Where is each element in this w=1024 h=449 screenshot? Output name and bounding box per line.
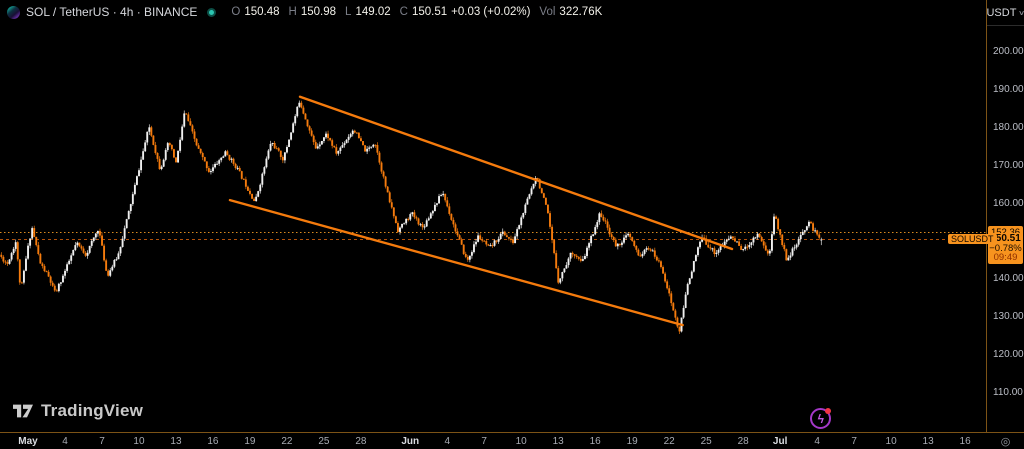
time-tick: 10 bbox=[515, 436, 527, 447]
price-tick: 200.00 bbox=[993, 46, 1024, 57]
time-tick: 16 bbox=[207, 436, 219, 447]
price-axis-border bbox=[986, 0, 987, 449]
chevron-down-icon: ∨ bbox=[1018, 9, 1024, 17]
price-tick: 190.00 bbox=[993, 83, 1024, 95]
time-tick: 19 bbox=[244, 436, 256, 447]
flash-event-marker[interactable]: ϟ bbox=[810, 408, 832, 429]
last-price-box: 150.51 −0.78% 09:49 bbox=[988, 232, 1023, 264]
time-tick: 22 bbox=[663, 436, 675, 447]
time-axis[interactable]: May 4 7 10 13 16 19 22 25 28 Jun 4 7 10 13 16 19 22 25 28 Ju… bbox=[0, 433, 987, 449]
notification-dot bbox=[825, 408, 832, 414]
low-label: L bbox=[345, 6, 352, 18]
time-tick: 4 bbox=[62, 436, 68, 447]
high-value: 150.98 bbox=[300, 6, 337, 18]
symbol-price-label: SOLUSDT bbox=[948, 234, 997, 245]
time-tick: 25 bbox=[700, 436, 712, 447]
target-icon: ◎ bbox=[1000, 435, 1011, 448]
time-tick: 13 bbox=[552, 436, 564, 447]
time-tick: 7 bbox=[481, 436, 487, 447]
change-value: +0.03 (+0.02%) bbox=[451, 6, 531, 18]
close-value: 150.51 bbox=[411, 6, 448, 18]
price-tick: 170.00 bbox=[993, 159, 1024, 171]
market-status-icon[interactable] bbox=[207, 7, 217, 17]
change-percent: −0.78% bbox=[989, 242, 1022, 254]
goto-realtime-button[interactable]: ◎ bbox=[987, 433, 1024, 449]
time-tick: 16 bbox=[589, 436, 601, 447]
time-tick: 13 bbox=[170, 436, 182, 447]
solana-token-icon bbox=[7, 5, 20, 19]
tradingview-watermark: TradingView bbox=[12, 401, 143, 421]
price-tick: 110.00 bbox=[993, 386, 1023, 398]
close-label: C bbox=[399, 6, 408, 18]
time-tick: 10 bbox=[885, 436, 897, 447]
price-axis[interactable]: USDT ∨ 152.36 150.51 −0.78% 09:49 200.00… bbox=[986, 0, 1024, 432]
price-tick: 180.00 bbox=[993, 121, 1024, 133]
time-tick: 10 bbox=[133, 436, 145, 447]
volume-value: 322.76K bbox=[559, 6, 603, 18]
last-price: 150.51 bbox=[990, 232, 1021, 244]
price-tick: 120.00 bbox=[993, 349, 1024, 361]
chart-legend: SOL / TetherUS · 4h · BINANCE O 150.48 H… bbox=[7, 5, 602, 19]
time-tick: 4 bbox=[444, 436, 450, 447]
time-tick: 22 bbox=[281, 436, 293, 447]
bar-countdown: 09:49 bbox=[993, 252, 1018, 264]
time-tick: Jul bbox=[772, 436, 788, 447]
time-tick: 28 bbox=[737, 436, 749, 447]
open-label: O bbox=[231, 6, 241, 18]
time-tick: May bbox=[18, 436, 38, 447]
tradingview-logo-icon bbox=[13, 404, 33, 418]
time-tick: 7 bbox=[99, 436, 105, 447]
time-tick: 16 bbox=[959, 436, 971, 447]
price-tick: 130.00 bbox=[993, 311, 1024, 323]
tradingview-logo-text: TradingView bbox=[41, 401, 144, 420]
time-tick: 25 bbox=[318, 436, 330, 447]
lightning-bolt-icon: ϟ bbox=[817, 411, 824, 426]
time-tick: 28 bbox=[355, 436, 367, 447]
time-tick: Jun bbox=[401, 436, 420, 447]
time-tick: 19 bbox=[626, 436, 638, 447]
price-tick: 140.00 bbox=[993, 273, 1024, 285]
volume-label: Vol bbox=[539, 6, 556, 18]
high-label: H bbox=[288, 6, 297, 18]
time-axis-border bbox=[0, 432, 1024, 433]
price-tick: 160.00 bbox=[993, 197, 1024, 209]
symbol-title[interactable]: SOL / TetherUS · 4h · BINANCE bbox=[26, 5, 198, 19]
low-value: 149.02 bbox=[355, 6, 391, 18]
ohlc-values: O 150.48 H 150.98 L 149.02 C 150.51 +0.0… bbox=[226, 6, 602, 18]
time-tick: 4 bbox=[814, 436, 820, 447]
time-tick: 13 bbox=[922, 436, 934, 447]
time-tick: 7 bbox=[851, 436, 857, 447]
candlestick-chart[interactable] bbox=[0, 0, 987, 433]
currency-label: USDT bbox=[986, 6, 1017, 19]
open-value: 150.48 bbox=[244, 6, 280, 18]
currency-dropdown[interactable]: USDT ∨ bbox=[986, 0, 1024, 26]
